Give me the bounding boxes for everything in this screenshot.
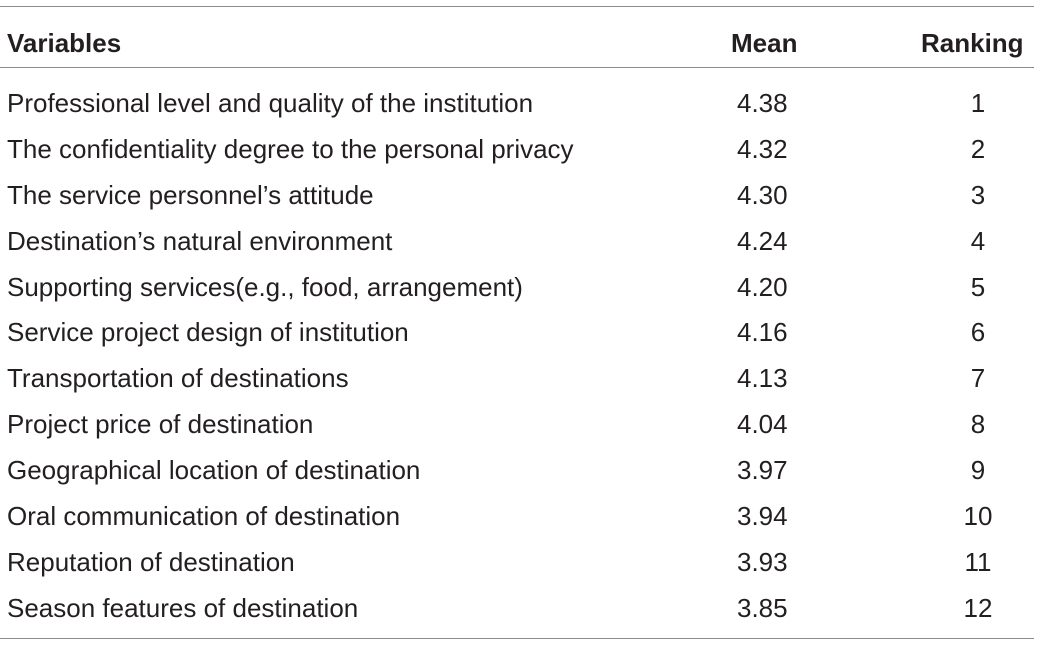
table-row: Transportation of destinations 4.13 7 — [0, 361, 1034, 407]
cell-mean: 3.97 — [737, 455, 788, 486]
cell-variable: Professional level and quality of the in… — [7, 88, 534, 118]
cell-mean: 4.32 — [737, 133, 788, 164]
cell-variable: Transportation of destinations — [7, 363, 349, 394]
cell-variable: The confidentiality degree to the person… — [7, 133, 574, 164]
table-header-row: Variables Mean Ranking — [0, 6, 1034, 67]
cell-variable: Oral communication of destination — [7, 501, 401, 532]
cell-ranking: 3 — [970, 179, 986, 210]
cell-mean: 4.16 — [737, 317, 788, 348]
table-row: Oral communication of destination 3.94 1… — [0, 499, 1034, 545]
cell-mean: 3.94 — [737, 501, 788, 532]
cell-variable: Season features of destination — [7, 592, 359, 623]
table-row: Reputation of destination 3.93 11 — [0, 545, 1034, 591]
table-bottom-rule — [0, 638, 1034, 639]
cell-variable: Reputation of destination — [7, 546, 295, 577]
table-row: Project price of destination 4.04 8 — [0, 407, 1034, 453]
table-row: Season features of destination 3.85 12 — [0, 591, 1034, 637]
cell-mean: 4.20 — [737, 271, 788, 302]
header-ranking: Ranking — [921, 28, 1024, 58]
table-row: Geographical location of destination 3.9… — [0, 453, 1034, 499]
cell-ranking: 2 — [970, 133, 986, 164]
table-row: Professional level and quality of the in… — [0, 86, 1034, 132]
cell-mean: 3.85 — [737, 592, 788, 623]
cell-ranking: 11 — [964, 546, 992, 577]
cell-ranking: 12 — [963, 592, 993, 623]
cell-variable: Destination’s natural environment — [7, 225, 393, 256]
cell-mean: 4.04 — [737, 409, 788, 440]
cell-ranking: 7 — [970, 363, 986, 394]
cell-mean: 4.24 — [737, 225, 788, 256]
cell-variable: Project price of destination — [7, 409, 314, 440]
table-body: Professional level and quality of the in… — [0, 86, 1034, 637]
table-top-rule — [0, 6, 1034, 7]
table-header-rule — [0, 67, 1034, 68]
cell-ranking: 6 — [970, 317, 986, 348]
cell-ranking: 10 — [963, 501, 993, 532]
cell-variable: The service personnel’s attitude — [7, 179, 374, 210]
table-row: Supporting services(e.g., food, arrangem… — [0, 270, 1034, 316]
cell-mean: 4.13 — [737, 363, 788, 394]
table-row: The confidentiality degree to the person… — [0, 132, 1034, 178]
table-row: Service project design of institution 4.… — [0, 315, 1034, 361]
cell-mean: 4.38 — [737, 88, 788, 118]
table-row: Destination’s natural environment 4.24 4 — [0, 224, 1034, 270]
header-variables: Variables — [7, 28, 122, 58]
cell-ranking: 1 — [970, 88, 986, 118]
cell-ranking: 5 — [970, 271, 986, 302]
cell-variable: Service project design of institution — [7, 317, 409, 348]
header-mean: Mean — [731, 28, 798, 58]
cell-ranking: 4 — [970, 225, 986, 256]
cell-variable: Geographical location of destination — [7, 455, 421, 486]
cell-ranking: 9 — [970, 455, 986, 486]
table-row: The service personnel’s attitude 4.30 3 — [0, 178, 1034, 224]
cell-variable: Supporting services(e.g., food, arrangem… — [7, 271, 523, 302]
cell-mean: 3.93 — [737, 546, 788, 577]
cell-ranking: 8 — [970, 409, 986, 440]
cell-mean: 4.30 — [737, 179, 788, 210]
